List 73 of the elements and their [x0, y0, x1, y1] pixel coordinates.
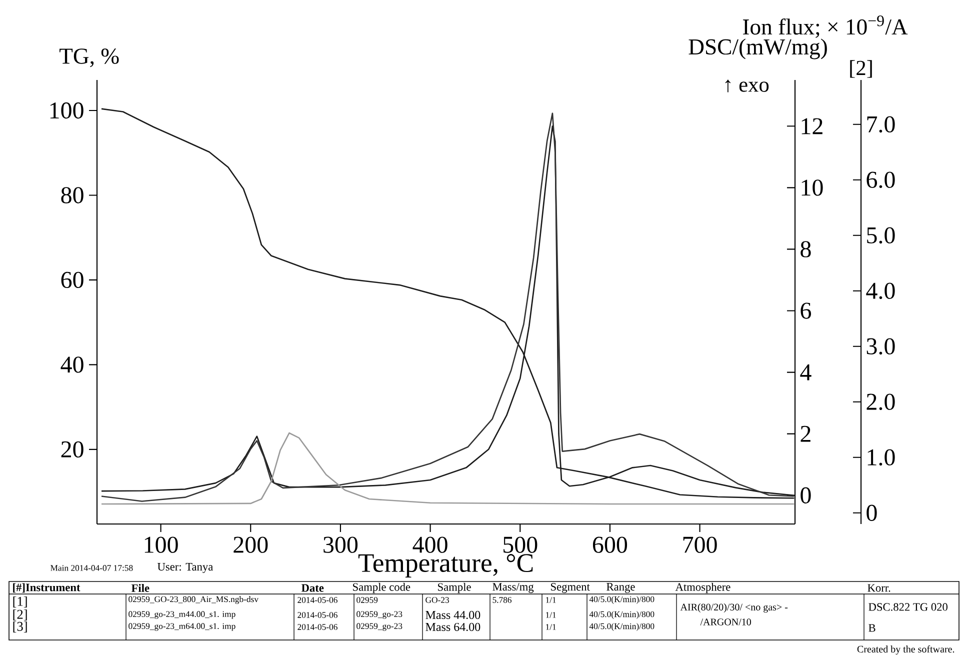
y3-tick-label: 5.0	[867, 227, 895, 244]
text: Main 2014-04-07 17:58	[50, 565, 133, 571]
text: Mass 64.00	[426, 622, 480, 632]
y-tick-label: 100	[50, 102, 84, 119]
text: 2014-05-06	[298, 624, 338, 630]
y2-tick-label: 8	[800, 241, 811, 258]
text: Atmosphere	[675, 582, 730, 594]
text: Created by the software.	[857, 645, 954, 655]
text: 02959	[356, 597, 378, 603]
y3-tick-label: 1.0	[868, 449, 895, 466]
text: /ARGON/10	[700, 618, 751, 626]
text: Sample code	[353, 582, 410, 594]
text: 2014-05-06	[298, 612, 338, 618]
text: B	[868, 624, 876, 632]
text: Korr.	[868, 584, 890, 592]
text: [2]	[13, 609, 27, 620]
text: AIR(80/20)/30/ <no gas> -	[680, 603, 788, 613]
x-tick-label: 400	[412, 536, 448, 553]
text: DSC.822 TG 020	[868, 603, 948, 611]
y3-tick-label: 6.0	[866, 172, 895, 188]
annotation: ↑ exo	[725, 80, 769, 92]
y2-tick-label: 2	[800, 426, 810, 442]
y-tick-label: 60	[61, 272, 84, 288]
y3-tick-label: 7.0	[867, 116, 895, 133]
x-tick-label: 700	[683, 536, 717, 553]
y-tick-label: 80	[61, 187, 84, 204]
text: 40/5.0(K/min)/800	[589, 623, 654, 631]
text: Segment	[551, 583, 590, 593]
text: [1]	[13, 596, 27, 608]
x-tick-label: 100	[144, 536, 178, 553]
text: 02959_go-23_m44.00_s1. imp	[128, 611, 236, 619]
y-tick-label: 20	[61, 441, 84, 458]
x-axis-title: Temperature, °C	[358, 554, 533, 578]
text: 5.786	[492, 597, 512, 603]
text: 40/5.0(K/min)/800	[589, 611, 654, 619]
y-tick-label: 40	[60, 356, 84, 373]
y3-tick-label: 0	[866, 504, 877, 521]
text: [3]	[13, 621, 27, 632]
text: User: Tanya	[158, 563, 213, 573]
y-axis-title: TG, %	[60, 48, 119, 68]
text: File	[131, 584, 150, 592]
y2-axis-title: DSC/(mW/mg)	[688, 38, 827, 60]
text: Sample	[438, 582, 471, 594]
text: [2]	[850, 60, 872, 78]
y2-tick-label: 0	[800, 487, 811, 504]
y2-tick-label: 10	[802, 180, 823, 196]
y2-tick-label: 6	[800, 302, 812, 319]
text: 02959_GO-23_800_Air_MS.ngb-dsv	[128, 596, 258, 604]
text: 1/1	[546, 624, 556, 630]
text: 02959_go-23	[356, 611, 402, 619]
text: Mass 44.00	[426, 610, 480, 620]
text: Range	[606, 583, 635, 593]
text: 02959_go-23	[356, 623, 402, 631]
text: Date	[301, 584, 324, 592]
y3-tick-label: 3.0	[866, 338, 895, 355]
text: GO-23	[426, 597, 449, 603]
y2-tick-label: 12	[802, 118, 822, 134]
y3-tick-label: 4.0	[866, 282, 895, 300]
text: Mass/mg	[492, 583, 534, 593]
x-tick-label: 500	[504, 536, 538, 553]
text: [#]Instrument	[13, 583, 80, 593]
text: 40/5.0(K/min)/800	[589, 596, 654, 604]
text: 1/1	[546, 612, 556, 618]
y3-axis-title: Ion flux; × 10$^{−9}$/A	[742, 16, 908, 38]
line-series	[100, 432, 795, 505]
text: 1/1	[546, 597, 556, 603]
x-tick-label: 300	[324, 536, 358, 553]
x-tick-label: 600	[592, 536, 628, 553]
text: 02959_go-23_m64.00_s1. imp	[128, 623, 236, 631]
y3-tick-label: 2.0	[866, 394, 895, 410]
y2-tick-label: 4	[800, 364, 812, 380]
text: 2014-05-06	[298, 597, 338, 603]
x-tick-label: 200	[234, 536, 268, 553]
